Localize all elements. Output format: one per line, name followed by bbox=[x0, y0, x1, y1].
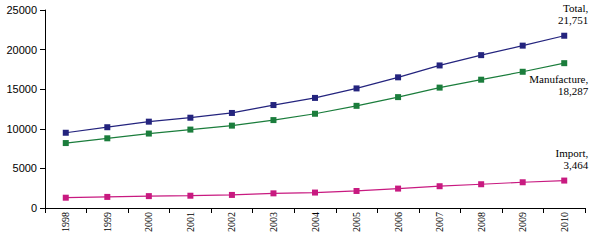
svg-text:18,287: 18,287 bbox=[558, 85, 589, 97]
svg-text:2008: 2008 bbox=[476, 212, 487, 232]
svg-text:5000: 5000 bbox=[13, 162, 37, 174]
svg-text:1999: 1999 bbox=[102, 212, 113, 232]
svg-text:2006: 2006 bbox=[393, 212, 404, 232]
svg-text:1998: 1998 bbox=[60, 212, 71, 232]
svg-text:10000: 10000 bbox=[6, 123, 37, 135]
svg-text:2002: 2002 bbox=[226, 212, 237, 232]
svg-text:Import,: Import, bbox=[556, 147, 589, 159]
svg-text:25000: 25000 bbox=[6, 4, 37, 16]
svg-text:2009: 2009 bbox=[517, 212, 528, 232]
svg-text:2007: 2007 bbox=[434, 212, 445, 232]
svg-text:2010: 2010 bbox=[559, 212, 570, 232]
svg-text:15000: 15000 bbox=[6, 83, 37, 95]
svg-text:21,751: 21,751 bbox=[558, 14, 588, 26]
svg-text:3,464: 3,464 bbox=[563, 159, 588, 171]
svg-text:2000: 2000 bbox=[143, 212, 154, 232]
svg-text:Manufacture,: Manufacture, bbox=[529, 73, 588, 85]
svg-text:2005: 2005 bbox=[351, 212, 362, 232]
svg-text:0: 0 bbox=[31, 202, 37, 214]
svg-text:2001: 2001 bbox=[185, 212, 196, 232]
svg-text:2004: 2004 bbox=[310, 212, 321, 232]
svg-text:Total,: Total, bbox=[563, 2, 588, 14]
svg-text:20000: 20000 bbox=[6, 44, 37, 56]
svg-text:2003: 2003 bbox=[268, 212, 279, 232]
